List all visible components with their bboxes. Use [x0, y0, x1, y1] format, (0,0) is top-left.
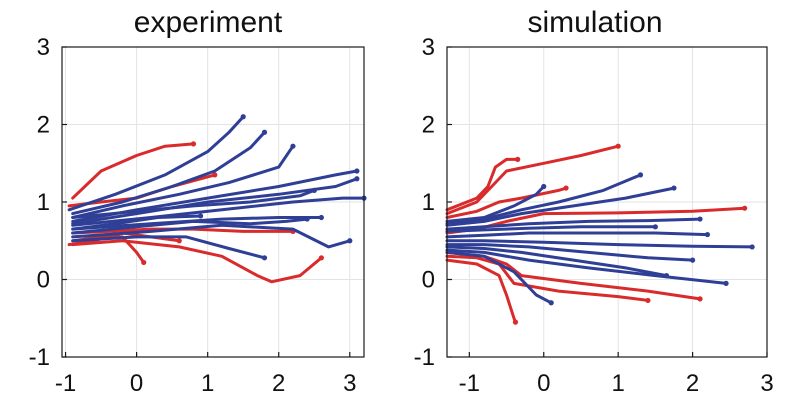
trajectory-line — [445, 243, 695, 262]
axis-ticks: -1 0 1 2 3 -1 0 1 2 3 — [414, 34, 774, 397]
trajectory-endpoint — [318, 255, 324, 261]
x-tick-label: 0 — [130, 370, 143, 397]
x-tick-label: 2 — [272, 370, 285, 397]
trajectory-endpoint — [354, 176, 360, 182]
trajectory-endpoint — [563, 185, 569, 191]
trajectory-endpoint — [615, 143, 621, 149]
trajectory-endpoint — [197, 213, 204, 219]
y-tick-label: 2 — [37, 112, 50, 139]
trajectory-endpoint — [548, 300, 554, 306]
trajectory-line — [71, 177, 359, 226]
panel-title-simulation: simulation — [527, 6, 662, 39]
axis-ticks: -1 0 1 2 3 -1 0 1 2 3 — [29, 34, 357, 397]
y-tick-label: 3 — [37, 34, 50, 61]
trajectory-line — [445, 144, 620, 216]
trajectory-endpoint — [212, 172, 218, 178]
trajectory-endpoint — [645, 297, 651, 304]
trajectory-endpoint — [697, 216, 703, 222]
trajectory-line — [67, 115, 245, 212]
trajectory-line — [445, 248, 728, 285]
x-tick-label: -1 — [459, 370, 480, 397]
trajectory-endpoint — [749, 244, 755, 250]
trajectory-endpoint — [318, 214, 324, 221]
trajectory-line — [445, 250, 553, 305]
trajectory-line — [71, 235, 266, 260]
y-tick-label: 3 — [422, 34, 435, 61]
y-tick-label: 2 — [422, 112, 435, 139]
trajectory-endpoint — [347, 238, 353, 244]
trajectory-line — [445, 186, 568, 219]
trajectory-endpoint — [689, 257, 696, 263]
trajectory-line — [445, 225, 657, 233]
trajectory-line — [71, 239, 323, 284]
trajectory-endpoint — [742, 205, 748, 211]
trajectory-line — [445, 217, 702, 231]
trajectory-line — [445, 258, 517, 324]
trajectory-line — [71, 188, 316, 219]
x-tick-label: 0 — [537, 370, 550, 397]
trajectory-endpoint — [541, 183, 547, 190]
trajectory-line — [445, 239, 754, 249]
trajectory-line — [71, 130, 266, 216]
simulation-panel: simulation -1 0 1 2 3 -1 0 1 2 3 — [414, 6, 774, 397]
series-layer — [445, 143, 755, 325]
trajectory-endpoint — [261, 129, 268, 135]
trajectory-endpoint — [704, 231, 711, 238]
trajectory-line — [445, 231, 709, 239]
y-tick-label: -1 — [414, 344, 435, 371]
trajectory-endpoint — [671, 185, 677, 191]
trajectory-endpoint — [512, 319, 519, 325]
x-tick-label: 2 — [686, 370, 699, 397]
y-tick-label: 0 — [422, 267, 435, 294]
trajectory-line — [71, 142, 195, 200]
trajectory-line — [71, 216, 323, 231]
y-tick-label: -1 — [29, 344, 50, 371]
panel-title-experiment: experiment — [134, 6, 283, 39]
trajectory-line — [445, 157, 520, 212]
y-tick-label: 1 — [37, 189, 50, 216]
trajectory-line — [445, 254, 650, 302]
trajectory-endpoint — [240, 114, 246, 120]
x-tick-label: 1 — [611, 370, 624, 397]
trajectory-endpoint — [176, 238, 182, 244]
trajectory-endpoint — [637, 172, 644, 178]
trajectory-line — [71, 144, 295, 219]
y-tick-label: 0 — [37, 267, 50, 294]
trajectory-line — [71, 214, 203, 231]
y-tick-label: 1 — [422, 189, 435, 216]
trajectory-endpoint — [723, 280, 729, 286]
trajectory-line — [445, 245, 668, 278]
trajectory-line — [445, 185, 546, 223]
series-layer — [67, 114, 367, 284]
trajectory-line — [445, 173, 642, 226]
trajectory-endpoint — [515, 156, 521, 162]
trajectory-endpoint — [190, 141, 197, 147]
trajectory-line — [71, 196, 366, 227]
trajectory-endpoint — [697, 296, 703, 302]
trajectory-endpoint — [652, 224, 658, 230]
trajectory-line — [445, 186, 676, 227]
trajectory-endpoint — [311, 187, 317, 193]
trajectory-endpoint — [354, 168, 360, 174]
trajectory-endpoint — [141, 259, 147, 266]
x-tick-label: 3 — [760, 370, 773, 397]
x-tick-label: 1 — [201, 370, 214, 397]
trajectory-line — [71, 223, 352, 249]
trajectory-endpoint — [261, 255, 268, 261]
x-tick-label: -1 — [55, 370, 76, 397]
trajectory-endpoint — [290, 143, 296, 149]
trajectory-line — [71, 217, 309, 235]
x-tick-label: 3 — [343, 370, 356, 397]
trajectory-endpoint — [304, 216, 310, 222]
experiment-panel: experiment -1 0 1 2 3 -1 0 1 2 3 — [29, 6, 367, 397]
